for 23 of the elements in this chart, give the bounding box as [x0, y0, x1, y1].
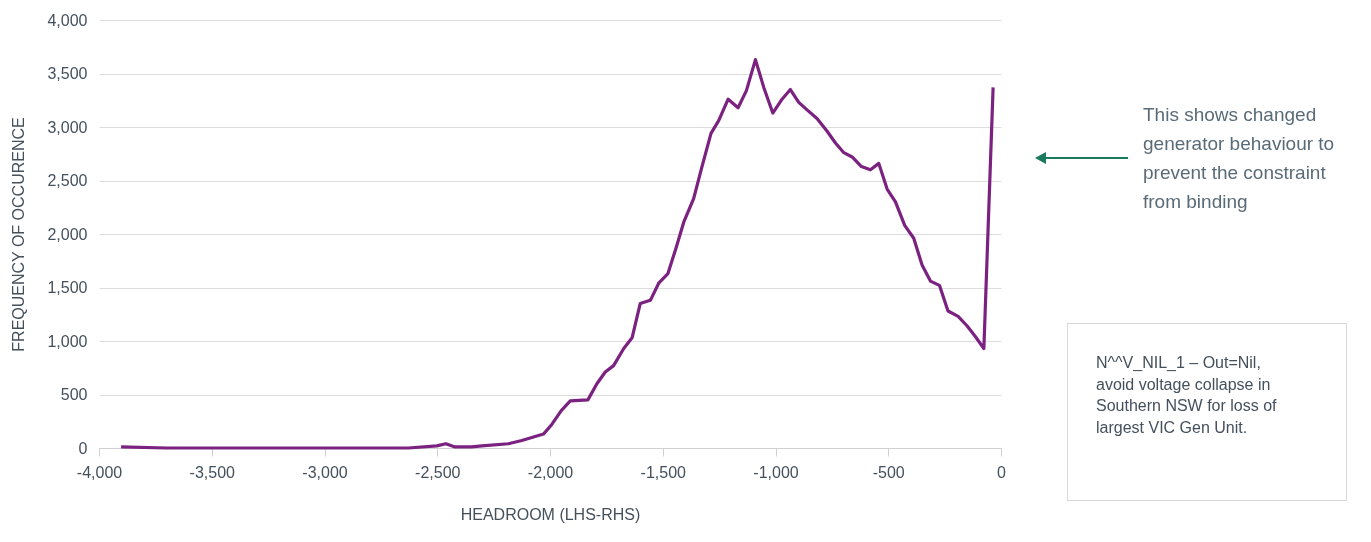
- x-tick-label: 0: [997, 463, 1007, 481]
- y-tick-label: 1,500: [47, 279, 88, 296]
- x-tick-label: -2,500: [415, 463, 461, 481]
- y-tick-label: 4,000: [47, 11, 88, 29]
- y-axis-title: FREQUENCY OF OCCURENCE: [10, 117, 28, 352]
- y-tick-label: 500: [60, 386, 88, 403]
- text: This shows changed generator behaviour to prevent the constraint from binding: [1143, 103, 1336, 214]
- x-tick-label: -1,000: [753, 463, 799, 481]
- y-tick-label: 2,000: [47, 225, 88, 243]
- y-tick-label: 0: [78, 439, 88, 457]
- y-tick-label: 3,500: [47, 65, 88, 82]
- x-tick-label: -3,500: [189, 463, 236, 481]
- x-tick-label: -4,000: [76, 463, 123, 481]
- x-tick-label: -3,000: [302, 463, 348, 481]
- text: N^^V_NIL_1 – Out=Nil, avoid voltage collapse in Southern NSW for loss of largest VIC Gen Unit.: [1067, 323, 1347, 501]
- line-series: [119, 57, 995, 450]
- x-tick-label: -2,000: [527, 463, 574, 481]
- y-tick-label: 2,500: [47, 172, 88, 189]
- y-tick-label: 1,000: [47, 332, 88, 350]
- x-axis-title: HEADROOM (LHS-RHS): [460, 505, 641, 523]
- y-tick-label: 3,000: [47, 118, 88, 136]
- x-tick-label: -500: [872, 463, 905, 481]
- x-tick-label: -1,500: [640, 463, 687, 481]
